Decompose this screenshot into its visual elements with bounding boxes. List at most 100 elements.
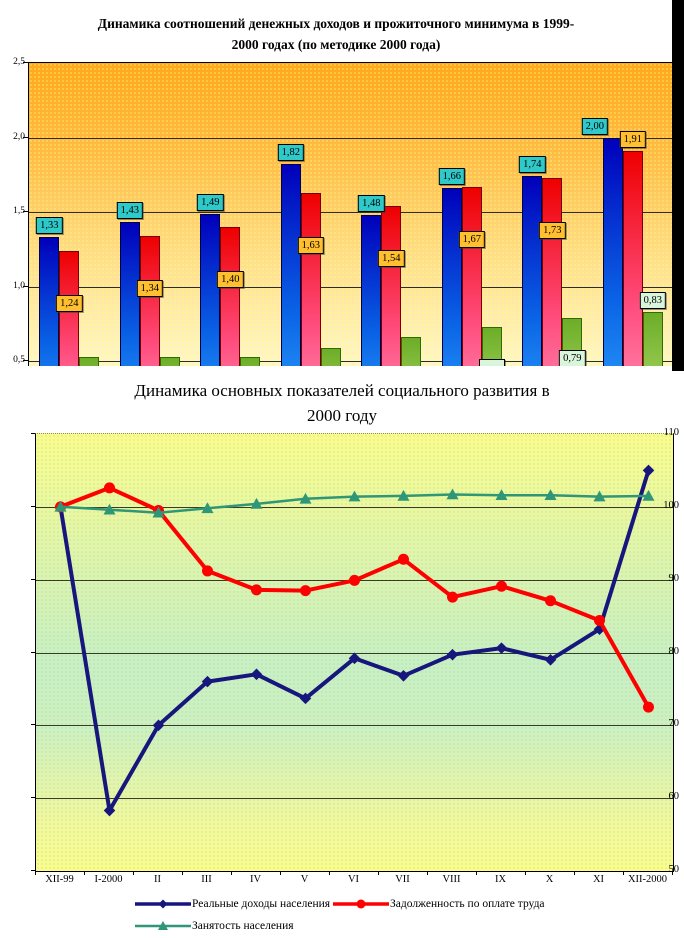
- bar-value-label: 1,40: [217, 270, 244, 288]
- marker-diamond: [201, 675, 214, 688]
- marker-diamond: [593, 623, 606, 635]
- c2-x-axis-tick: [476, 871, 477, 875]
- marker-circle: [251, 584, 262, 596]
- legend-circle-icon: [333, 899, 389, 909]
- c1-y-axis-label: 2,0: [13, 131, 25, 142]
- bar-chart-title: Динамика соотношений денежных доходов и …: [0, 13, 672, 55]
- bar-red-7: [542, 177, 563, 366]
- bar-value-label: 1,34: [136, 279, 163, 297]
- bar-value-label: 1,74: [519, 156, 546, 174]
- bar-blue-6: [441, 188, 462, 366]
- c1-y-axis-label: 0,5: [13, 355, 25, 365]
- c1-gridline: [29, 138, 673, 139]
- legend-item-0: Реальные доходы населения: [135, 894, 330, 914]
- marker-circle: [643, 701, 654, 713]
- c2-x-axis-tick: [623, 871, 624, 875]
- marker-triangle: [54, 500, 67, 512]
- marker-triangle: [348, 490, 361, 502]
- line-chart-title-line1: Динамика основных показателей социальног…: [134, 381, 550, 400]
- bar-value-label: [478, 358, 505, 366]
- c2-y-axis-tick: [31, 870, 35, 871]
- c2-y-axis-tick: [31, 578, 35, 580]
- marker-diamond: [446, 648, 459, 661]
- c2-gridline: [36, 507, 673, 508]
- marker-triangle: [103, 503, 116, 515]
- bar-chart-y-axis: 2,5 2,0 1,5 1,0 0,5: [0, 0, 27, 365]
- bar-value-label: 1,82: [277, 144, 304, 162]
- c2-y-axis-tick: [31, 433, 35, 434]
- bar-red-8: [622, 150, 643, 366]
- c2-x-axis-tick: [672, 871, 673, 875]
- c2-y-axis-label: 70: [668, 718, 680, 730]
- c1-gridline: [29, 361, 673, 362]
- bar-green-5: [401, 337, 422, 366]
- c2-x-axis-label: II: [154, 874, 161, 885]
- c2-x-axis-tick: [84, 871, 85, 875]
- marker-circle: [594, 614, 605, 626]
- c2-x-axis-label: VI: [347, 874, 360, 885]
- marker-triangle: [152, 506, 165, 518]
- c2-y-axis-label: 90: [668, 572, 680, 584]
- bar-green-8: [642, 311, 663, 366]
- c1-axis-tick: [23, 360, 28, 361]
- c2-gridline: [36, 798, 673, 799]
- bar-red-6: [461, 186, 482, 366]
- c2-y-axis-label: 80: [668, 645, 680, 657]
- marker-circle: [349, 574, 360, 586]
- bar-value-label: 1,48: [358, 195, 385, 212]
- c2-x-axis-tick: [574, 871, 575, 875]
- marker-triangle: [544, 489, 557, 500]
- bar-value-label: 0,83: [639, 291, 666, 309]
- bar-value-label: 1,67: [458, 230, 485, 248]
- legend-triangle-icon: [135, 921, 191, 930]
- legend-label: Реальные доходы населения: [192, 898, 331, 910]
- c2-gridline: [36, 725, 673, 726]
- c2-x-axis-tick: [378, 871, 379, 875]
- bar-value-label: 1,63: [297, 236, 324, 254]
- marker-circle: [300, 585, 311, 597]
- bar-value-label: 1,43: [116, 202, 143, 220]
- bar-value-label: 1,54: [378, 250, 405, 267]
- marker-triangle: [593, 490, 606, 502]
- bar-value-label: 1,24: [56, 294, 83, 312]
- bar-green-4: [320, 347, 341, 366]
- marker-diamond: [642, 464, 655, 477]
- c1-axis-tick: [23, 285, 28, 287]
- c2-x-axis-tick: [329, 871, 330, 875]
- c2-x-axis-tick: [427, 871, 428, 875]
- bar-red-2: [139, 235, 160, 366]
- c2-y-axis-tick: [31, 505, 35, 507]
- right-black-band: [672, 0, 684, 371]
- marker-diamond: [103, 804, 116, 817]
- c2-y-axis-tick: [31, 724, 35, 726]
- c1-axis-tick: [23, 62, 28, 63]
- c2-x-axis-tick: [133, 871, 134, 875]
- c1-y-axis-label: 1,5: [13, 206, 25, 216]
- marker-circle: [545, 595, 556, 607]
- bar-green-3: [240, 356, 261, 366]
- marker-diamond: [299, 692, 312, 705]
- marker-triangle: [446, 488, 459, 500]
- legend-diamond-icon: [135, 899, 191, 909]
- c2-x-axis-label: IX: [494, 874, 507, 885]
- c2-x-axis-tick: [182, 871, 183, 875]
- marker-triangle: [397, 489, 410, 501]
- c1-gridline: [29, 287, 673, 288]
- series-line-0: [58, 468, 651, 813]
- legend-item-2: Занятость населения: [135, 916, 294, 936]
- c2-x-axis-label: I-2000: [94, 874, 123, 885]
- bar-value-label: 1,49: [197, 193, 224, 211]
- bar-red-3: [220, 226, 241, 366]
- c1-axis-tick: [23, 136, 28, 138]
- bar-red-5: [381, 206, 402, 366]
- c2-x-axis-tick: [231, 871, 232, 875]
- c2-x-axis-label: VII: [395, 874, 410, 885]
- marker-circle: [104, 482, 115, 494]
- bar-chart-title-line2: 2000 годах (по методике 2000 года): [231, 37, 441, 52]
- c2-x-axis-label: III: [201, 874, 212, 885]
- c2-x-axis-label: IV: [249, 874, 262, 885]
- c2-y-axis-label: 50: [668, 864, 680, 875]
- legend-item-1: Задолженность по оплате труда: [333, 894, 545, 914]
- line-chart-plot: [35, 433, 674, 872]
- line-chart-legend: Реальные доходы населения Задолженность п…: [135, 894, 675, 938]
